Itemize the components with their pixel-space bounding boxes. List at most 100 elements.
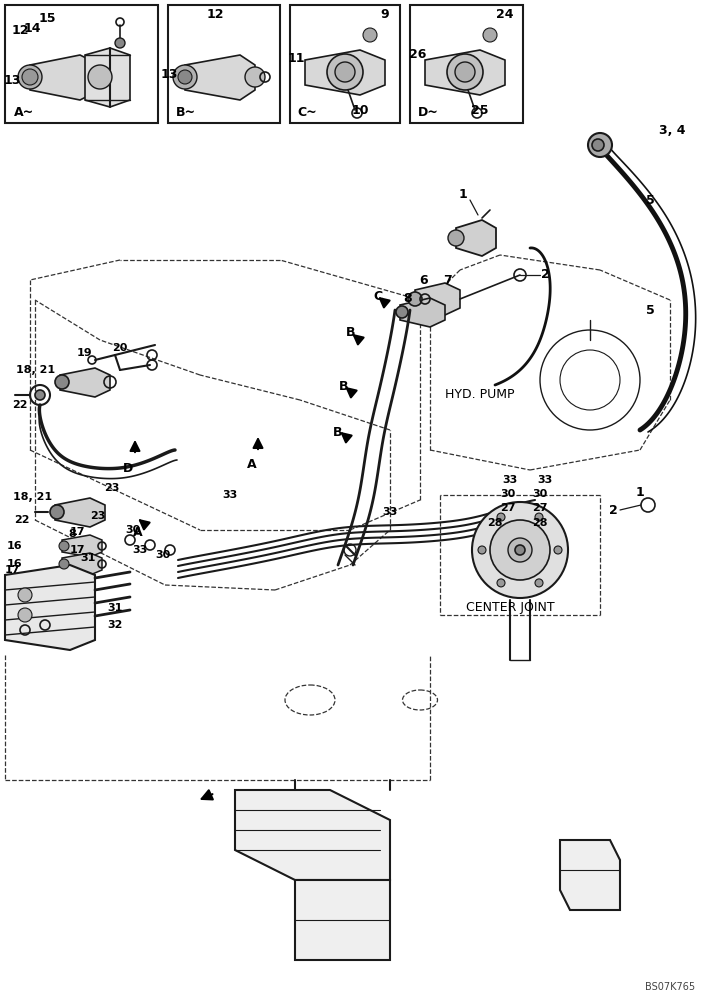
Circle shape bbox=[588, 133, 612, 157]
Text: D: D bbox=[123, 462, 133, 475]
Bar bbox=[5, 5, 158, 123]
Text: C~: C~ bbox=[297, 106, 316, 119]
Circle shape bbox=[408, 292, 422, 306]
Text: 33: 33 bbox=[382, 507, 398, 517]
Text: 14: 14 bbox=[23, 21, 41, 34]
Text: 2: 2 bbox=[541, 268, 549, 282]
Text: 10: 10 bbox=[351, 104, 369, 116]
Polygon shape bbox=[30, 55, 100, 100]
Polygon shape bbox=[400, 298, 445, 327]
Text: 23: 23 bbox=[90, 511, 105, 521]
Text: 1: 1 bbox=[459, 188, 467, 202]
Text: 31: 31 bbox=[108, 603, 122, 613]
Text: 9: 9 bbox=[381, 8, 389, 21]
Text: 22: 22 bbox=[12, 400, 28, 410]
Circle shape bbox=[554, 546, 562, 554]
Text: A~: A~ bbox=[14, 106, 34, 119]
Text: B: B bbox=[346, 326, 355, 340]
Polygon shape bbox=[60, 368, 110, 397]
Text: 31: 31 bbox=[80, 553, 96, 563]
Polygon shape bbox=[5, 565, 95, 650]
Circle shape bbox=[472, 502, 568, 598]
Text: 28: 28 bbox=[532, 518, 548, 528]
Text: 16: 16 bbox=[6, 541, 22, 551]
Text: 18, 21: 18, 21 bbox=[16, 365, 55, 375]
Polygon shape bbox=[425, 50, 505, 95]
Circle shape bbox=[447, 54, 483, 90]
Circle shape bbox=[535, 579, 543, 587]
Text: 25: 25 bbox=[472, 104, 489, 116]
Text: 24: 24 bbox=[496, 8, 514, 21]
Text: 17: 17 bbox=[4, 565, 20, 575]
Circle shape bbox=[515, 545, 525, 555]
Text: 20: 20 bbox=[113, 343, 127, 353]
Text: A: A bbox=[133, 526, 143, 540]
Circle shape bbox=[497, 579, 505, 587]
Circle shape bbox=[363, 28, 377, 42]
Text: 30: 30 bbox=[532, 489, 547, 499]
Bar bbox=[168, 5, 280, 123]
Circle shape bbox=[483, 28, 497, 42]
Text: HYD. PUMP: HYD. PUMP bbox=[445, 388, 515, 401]
Text: 16: 16 bbox=[6, 559, 22, 569]
Text: 5: 5 bbox=[646, 194, 654, 207]
Circle shape bbox=[178, 70, 192, 84]
Text: 8: 8 bbox=[68, 529, 76, 539]
Polygon shape bbox=[185, 55, 255, 100]
Polygon shape bbox=[305, 50, 385, 95]
Circle shape bbox=[535, 513, 543, 521]
Circle shape bbox=[490, 520, 550, 580]
Circle shape bbox=[115, 38, 125, 48]
Polygon shape bbox=[415, 283, 460, 315]
Text: 33: 33 bbox=[222, 490, 238, 500]
Text: 30: 30 bbox=[155, 550, 171, 560]
Text: 2: 2 bbox=[610, 504, 618, 516]
Circle shape bbox=[448, 230, 464, 246]
Text: CENTER JOINT: CENTER JOINT bbox=[466, 601, 554, 614]
Circle shape bbox=[59, 541, 69, 551]
Text: 28: 28 bbox=[487, 518, 503, 528]
Text: 13: 13 bbox=[4, 74, 21, 87]
Text: 6: 6 bbox=[420, 273, 428, 286]
Circle shape bbox=[478, 546, 486, 554]
Text: 19: 19 bbox=[77, 348, 93, 358]
Text: C: C bbox=[373, 290, 382, 304]
Circle shape bbox=[327, 54, 363, 90]
Text: 7: 7 bbox=[442, 273, 452, 286]
Text: 11: 11 bbox=[287, 51, 304, 64]
Text: 17: 17 bbox=[69, 527, 85, 537]
Polygon shape bbox=[62, 535, 102, 557]
Circle shape bbox=[396, 306, 408, 318]
Text: 27: 27 bbox=[501, 503, 515, 513]
Circle shape bbox=[508, 538, 532, 562]
Text: 18, 21: 18, 21 bbox=[13, 492, 52, 502]
Text: 33: 33 bbox=[132, 545, 148, 555]
Bar bbox=[290, 5, 400, 123]
Text: 32: 32 bbox=[108, 620, 122, 630]
Polygon shape bbox=[85, 48, 130, 107]
Text: B~: B~ bbox=[176, 106, 196, 119]
Circle shape bbox=[22, 69, 38, 85]
Text: 27: 27 bbox=[532, 503, 548, 513]
Text: 13: 13 bbox=[161, 68, 178, 82]
Circle shape bbox=[455, 62, 475, 82]
Circle shape bbox=[18, 608, 32, 622]
Text: 22: 22 bbox=[14, 515, 30, 525]
Circle shape bbox=[50, 505, 64, 519]
Text: D~: D~ bbox=[418, 106, 439, 119]
Text: 8: 8 bbox=[403, 292, 411, 304]
Circle shape bbox=[173, 65, 197, 89]
Bar bbox=[410, 5, 523, 123]
Polygon shape bbox=[295, 880, 390, 960]
Text: 5: 5 bbox=[646, 304, 654, 316]
Polygon shape bbox=[55, 498, 105, 527]
Text: A: A bbox=[247, 458, 257, 472]
Circle shape bbox=[18, 65, 42, 89]
Circle shape bbox=[592, 139, 604, 151]
Polygon shape bbox=[456, 220, 496, 256]
Text: 23: 23 bbox=[104, 483, 120, 493]
Text: 30: 30 bbox=[501, 489, 515, 499]
Text: 33: 33 bbox=[503, 475, 518, 485]
Circle shape bbox=[88, 65, 112, 89]
Circle shape bbox=[335, 62, 355, 82]
